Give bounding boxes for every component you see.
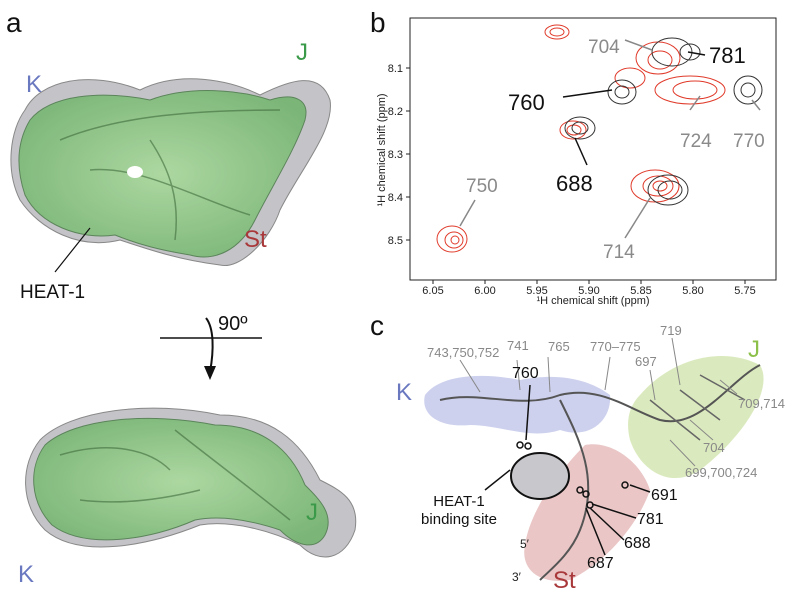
peak-label: 750 bbox=[466, 176, 498, 197]
rotation-arrow bbox=[160, 317, 262, 380]
rotation-label: 90º bbox=[218, 313, 248, 335]
x-axis-label: ¹H chemical shift (ppm) bbox=[536, 295, 649, 307]
x-tick-label: 6.00 bbox=[474, 285, 495, 297]
spectrum-frame bbox=[409, 17, 777, 281]
surface-bottom bbox=[25, 407, 357, 558]
y-tick-label: 8.1 bbox=[388, 63, 403, 75]
domain-label: K bbox=[396, 379, 412, 406]
residue-label: 699,700,724 bbox=[685, 465, 757, 480]
end-label: 5′ bbox=[520, 537, 530, 551]
peak-leaders bbox=[459, 39, 761, 239]
panel-label: a bbox=[6, 7, 22, 38]
residue-label: 691 bbox=[651, 487, 678, 504]
residue-label: 760 bbox=[512, 365, 539, 382]
y-ticks: 8.1 8.2 8.3 8.4 8.5 bbox=[388, 63, 410, 247]
peak-label: 770 bbox=[733, 131, 765, 152]
domain-label: St bbox=[244, 226, 267, 253]
panel-label: b bbox=[370, 7, 386, 38]
residue-label: 719 bbox=[660, 323, 682, 338]
x-ticks: 6.05 6.00 5.95 5.90 5.85 5.80 5.75 bbox=[422, 280, 756, 297]
site-label: HEAT-1 bbox=[433, 493, 484, 510]
x-tick-label: 5.80 bbox=[682, 285, 703, 297]
residue-label: 781 bbox=[637, 511, 664, 528]
surface-top bbox=[10, 78, 331, 273]
y-tick-label: 8.5 bbox=[388, 235, 403, 247]
peak-label: 714 bbox=[603, 242, 635, 263]
heat-label: HEAT-1 bbox=[20, 282, 85, 303]
domain-label: St bbox=[553, 567, 576, 594]
residue-label: 741 bbox=[507, 338, 529, 353]
y-axis-label: ¹H chemical shift (ppm) bbox=[376, 93, 388, 206]
peak-label: 704 bbox=[588, 37, 620, 58]
x-tick-label: 5.75 bbox=[734, 285, 755, 297]
x-tick-label: 5.85 bbox=[630, 285, 651, 297]
residue-label: 697 bbox=[635, 354, 657, 369]
residue-label: 743,750,752 bbox=[427, 345, 499, 360]
y-tick-label: 8.4 bbox=[388, 192, 403, 204]
x-tick-label: 6.05 bbox=[422, 285, 443, 297]
y-tick-label: 8.3 bbox=[388, 149, 403, 161]
peak-label: 688 bbox=[556, 171, 593, 196]
end-label: 3′ bbox=[512, 570, 522, 584]
residue-label: 688 bbox=[624, 535, 651, 552]
y-tick-label: 8.2 bbox=[388, 106, 403, 118]
rna-structure bbox=[424, 337, 764, 581]
peak-label: 781 bbox=[709, 43, 746, 68]
x-tick-label: 5.90 bbox=[578, 285, 599, 297]
domain-label: J bbox=[296, 39, 308, 66]
x-tick-label: 5.95 bbox=[526, 285, 547, 297]
peaks bbox=[436, 24, 763, 253]
domain-label: K bbox=[26, 71, 42, 98]
panel-label: c bbox=[370, 310, 384, 341]
residue-label: 704 bbox=[703, 440, 725, 455]
residue-label: 687 bbox=[587, 555, 614, 572]
peak-label: 760 bbox=[508, 90, 545, 115]
residue-label: 709,714 bbox=[738, 396, 785, 411]
peak-label: 724 bbox=[680, 131, 712, 152]
residue-label: 770–775 bbox=[590, 339, 641, 354]
domain-label: K bbox=[18, 561, 34, 588]
site-label: binding site bbox=[421, 511, 497, 528]
domain-label: J bbox=[748, 336, 760, 363]
domain-label: J bbox=[306, 499, 318, 526]
residue-label: 765 bbox=[548, 339, 570, 354]
